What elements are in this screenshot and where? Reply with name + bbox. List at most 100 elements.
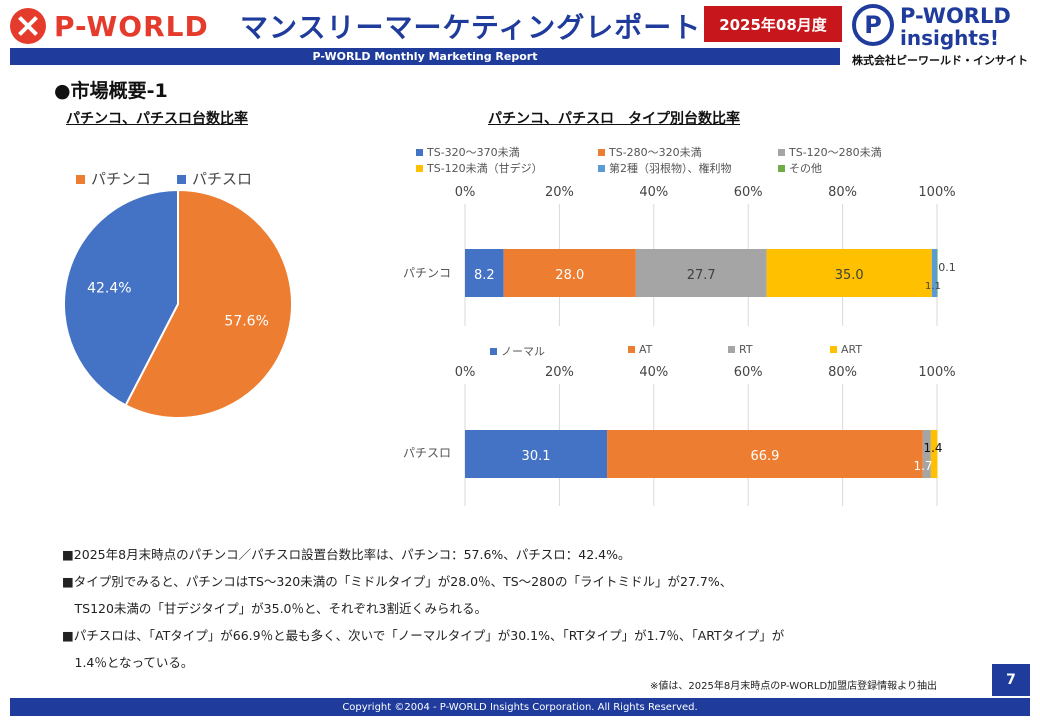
pachislo-bar-segment-1 <box>607 430 923 478</box>
pachislo-data-label-2: 1.7 <box>913 459 932 473</box>
pworld-insights-logo-icon: P <box>852 4 894 46</box>
pachinko-data-label-1: 28.0 <box>555 268 584 283</box>
report-date-badge: 2025年08月度 <box>704 6 842 42</box>
report-title: マンスリーマーケティングレポート <box>240 11 702 44</box>
pachislo-bar-segment-2 <box>922 430 931 478</box>
copyright-footer: Copyright ©2004 - P-WORLD Insights Corpo… <box>10 698 1030 716</box>
legend-swatch <box>778 164 785 172</box>
pachislo-legend: ノーマル AT RT ART <box>490 343 890 359</box>
legend-swatch <box>598 148 605 156</box>
legend-label: TS-120～280未満 <box>789 146 882 159</box>
legend-swatch <box>416 164 423 172</box>
pachinko-legend-item-4: 第2種（羽根物）、権利物 <box>598 160 732 176</box>
pachinko-bar-segment-1 <box>503 249 636 297</box>
pachislo-data-label-0: 30.1 <box>522 449 551 464</box>
legend-label: TS-320～370未満 <box>427 146 520 159</box>
pworld-logo-icon <box>10 8 46 44</box>
subtitle-bar: P-WORLD Monthly Marketing Report <box>10 48 840 65</box>
pachinko-tick-label-3: 60% <box>734 185 763 200</box>
pachinko-bar-segment-3 <box>766 249 932 297</box>
pie-chart-title: パチンコ、パチスロ台数比率 <box>66 111 248 127</box>
pachinko-legend-item-2: TS-120～280未満 <box>778 144 882 160</box>
pachinko-tick-label-4: 80% <box>828 185 857 200</box>
pworld-logo: P-WORLD <box>10 6 209 46</box>
legend-label: 第2種（羽根物）、権利物 <box>609 162 732 175</box>
pachislo-bar-segment-3 <box>930 430 938 478</box>
legend-swatch <box>598 164 605 172</box>
pachislo-tick-label-1: 20% <box>545 365 574 380</box>
pachislo-legend-item-0: ノーマル <box>490 343 545 359</box>
legend-label: TS-120未満（甘デジ） <box>427 162 543 175</box>
legend-swatch <box>76 175 85 184</box>
pachinko-tick-label-0: 0% <box>455 185 476 200</box>
pachislo-tick-label-5: 100% <box>918 365 955 380</box>
pachislo-legend-item-2: RT <box>728 343 753 356</box>
pie-legend: パチンコ パチスロ <box>76 168 252 189</box>
pachislo-tick-label-3: 60% <box>734 365 763 380</box>
note-line-3: ■パチスロは、「ATタイプ」が66.9％と最も多く、次いで「ノーマルタイプ」が3… <box>62 628 785 643</box>
pachislo-tick-label-2: 40% <box>639 365 668 380</box>
pachinko-data-label-3: 35.0 <box>835 268 864 283</box>
pachinko-bar-segment-4 <box>931 249 937 297</box>
pachinko-legend-item-3: TS-120未満（甘デジ） <box>416 160 543 176</box>
pachinko-tick-label-2: 40% <box>639 185 668 200</box>
page-number: 7 <box>992 664 1030 696</box>
notes-block: ■2025年8月末時点のパチンコ／パチスロ設置台数比率は、パチンコ：57.6%、… <box>62 541 784 676</box>
pachinko-legend: TS-320～370未満 TS-280～320未満 TS-120～280未満 T… <box>416 144 896 178</box>
pie-chart: 57.6% 42.4% <box>63 188 293 419</box>
logo-right-line1: P-WORLD <box>900 4 1011 28</box>
legend-label: AT <box>639 343 653 356</box>
pachinko-data-label-5: 0.1 <box>938 261 956 274</box>
legend-label: ノーマル <box>501 345 545 358</box>
pworld-logo-text: P-WORLD <box>54 9 209 43</box>
pachinko-tick-label-1: 20% <box>545 185 574 200</box>
pachinko-data-label-2: 27.7 <box>687 268 716 283</box>
legend-label: ART <box>841 343 863 356</box>
legend-swatch <box>778 148 785 156</box>
note-line-1: ■タイプ別でみると、パチンコはTS～320未満の「ミドルタイプ」が28.0％、T… <box>62 574 733 589</box>
pie-slice-0 <box>124 188 293 419</box>
pworld-insights-logo: P P-WORLD insights! 株式会社ピーワールド・インサイト <box>852 4 1037 67</box>
source-note: ※値は、2025年8月末時点のP-WORLD加盟店登録情報より抽出 <box>650 681 937 692</box>
note-line-4: 1.4％となっている。 <box>62 655 194 670</box>
section-title: ●市場概要-1 <box>54 80 168 102</box>
legend-label: RT <box>739 343 753 356</box>
logo-right-company: 株式会社ピーワールド・インサイト <box>852 54 1028 67</box>
pachislo-legend-item-1: AT <box>628 343 652 356</box>
legend-swatch <box>416 148 423 156</box>
stacked-bar-charts: 0% 20% 40% 60% 80% 100% パチンコ 0% 20% 40% 60% 80% 100%… <box>403 185 956 506</box>
note-line-0: ■2025年8月末時点のパチンコ／パチスロ設置台数比率は、パチンコ：57.6%、… <box>62 547 631 562</box>
note-line-2: TS120未満の「甘デジタイプ」が35.0％と、それぞれ3割近くみられる。 <box>62 601 487 616</box>
pachislo-legend-item-3: ART <box>830 343 862 356</box>
legend-swatch <box>728 346 735 353</box>
pie-slice-label-0: 57.6% <box>224 314 268 330</box>
pachislo-category-label: パチスロ <box>403 446 451 460</box>
legend-swatch <box>177 175 187 184</box>
pie-slice-label-1: 42.4% <box>87 280 131 296</box>
pachinko-bar-segment-5 <box>937 249 938 297</box>
legend-label: パチンコ <box>91 170 152 188</box>
legend-swatch <box>830 346 837 353</box>
legend-swatch <box>628 346 635 353</box>
pachislo-data-label-1: 66.9 <box>750 449 779 464</box>
pachinko-bar-segment-2 <box>635 249 767 297</box>
pachinko-legend-item-0: TS-320～370未満 <box>416 144 520 160</box>
pie-slice-1 <box>63 188 179 407</box>
pachinko-data-label-4: 1.1 <box>925 281 941 292</box>
pachislo-tick-label-0: 0% <box>455 365 476 380</box>
pie-legend-item-1: パチスロ <box>177 168 252 189</box>
legend-swatch <box>490 347 497 355</box>
pachinko-category-label: パチンコ <box>403 266 451 280</box>
pachislo-tick-label-4: 80% <box>828 365 857 380</box>
legend-label: その他 <box>789 162 822 175</box>
legend-label: パチスロ <box>192 170 253 188</box>
pachinko-legend-item-5: その他 <box>778 160 822 176</box>
pachislo-bar-segment-0 <box>465 430 608 478</box>
pachislo-data-label-3: 1.4 <box>923 441 942 455</box>
pachinko-data-label-0: 8.2 <box>474 268 495 283</box>
pie-legend-item-0: パチンコ <box>76 168 151 189</box>
pachinko-tick-label-5: 100% <box>918 185 955 200</box>
logo-right-line2: insights! <box>900 26 999 50</box>
legend-label: TS-280～320未満 <box>609 146 702 159</box>
pachinko-bar-segment-0 <box>465 249 504 297</box>
